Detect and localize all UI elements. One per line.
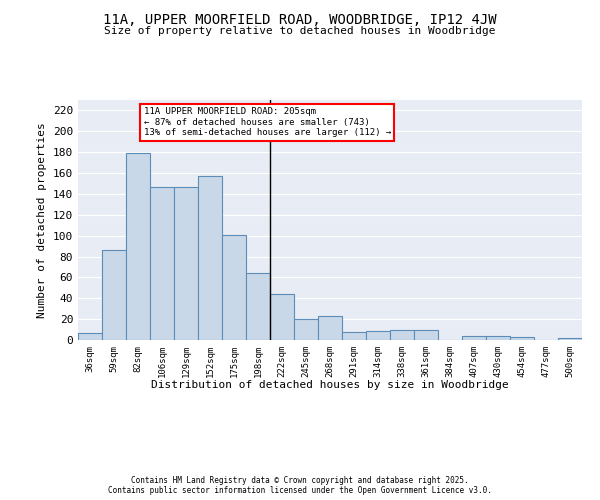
Text: Size of property relative to detached houses in Woodbridge: Size of property relative to detached ho…: [104, 26, 496, 36]
X-axis label: Distribution of detached houses by size in Woodbridge: Distribution of detached houses by size …: [151, 380, 509, 390]
Bar: [246, 273, 270, 340]
Bar: [342, 332, 366, 340]
Bar: [198, 176, 222, 340]
Bar: [294, 319, 318, 340]
Text: 11A, UPPER MOORFIELD ROAD, WOODBRIDGE, IP12 4JW: 11A, UPPER MOORFIELD ROAD, WOODBRIDGE, I…: [103, 12, 497, 26]
Bar: [510, 337, 534, 340]
Bar: [414, 330, 438, 340]
Bar: [558, 338, 582, 340]
Y-axis label: Number of detached properties: Number of detached properties: [37, 122, 47, 318]
Bar: [126, 153, 150, 340]
Text: 11A UPPER MOORFIELD ROAD: 205sqm
← 87% of detached houses are smaller (743)
13% : 11A UPPER MOORFIELD ROAD: 205sqm ← 87% o…: [143, 107, 391, 137]
Bar: [174, 186, 198, 340]
Bar: [102, 250, 126, 340]
Bar: [78, 332, 102, 340]
Bar: [150, 186, 174, 340]
Bar: [486, 336, 510, 340]
Bar: [366, 330, 390, 340]
Bar: [462, 336, 486, 340]
Text: Contains HM Land Registry data © Crown copyright and database right 2025.
Contai: Contains HM Land Registry data © Crown c…: [108, 476, 492, 495]
Bar: [270, 294, 294, 340]
Bar: [390, 330, 414, 340]
Bar: [222, 234, 246, 340]
Bar: [318, 316, 342, 340]
